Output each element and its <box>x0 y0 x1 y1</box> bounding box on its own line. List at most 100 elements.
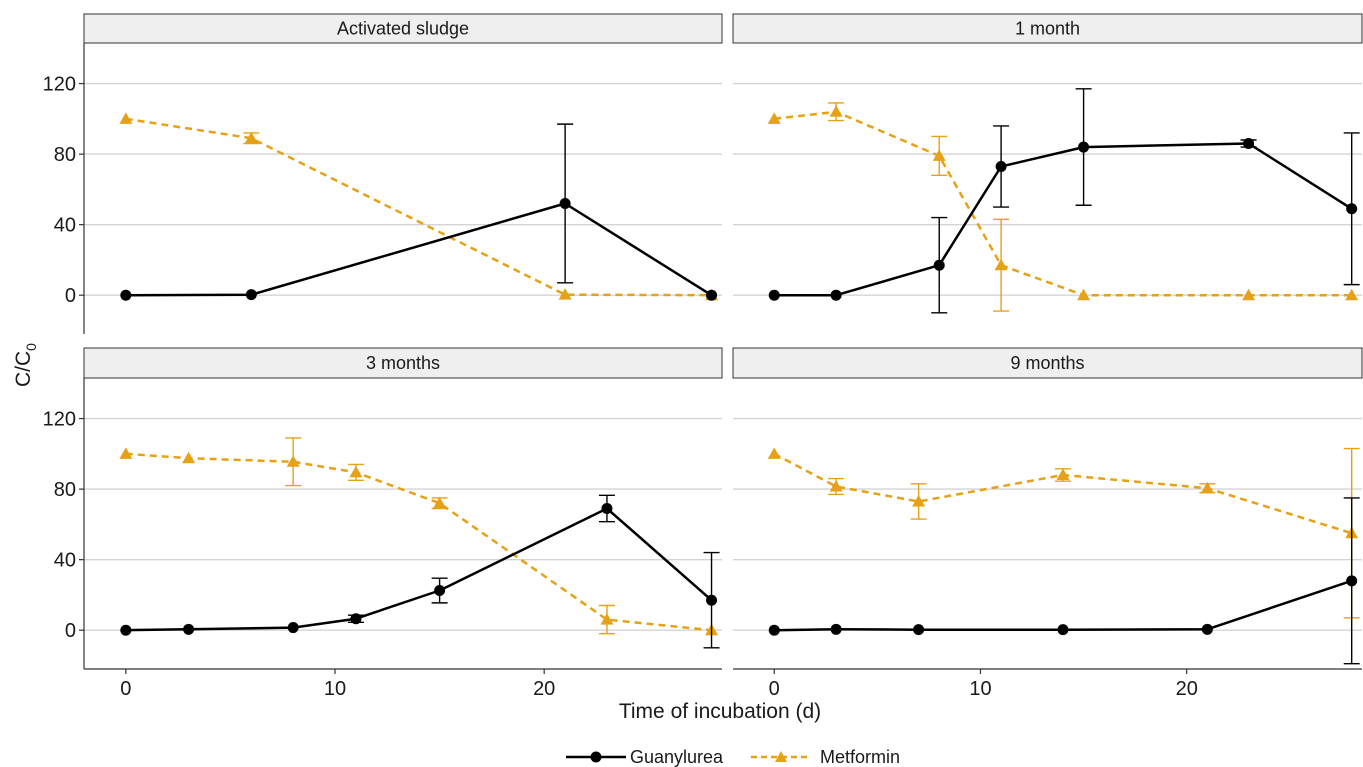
legend-item-guanylurea: Guanylurea <box>566 747 724 767</box>
panel-activated-sludge-guanylurea-point-1 <box>245 289 257 301</box>
legend-guanylurea-circle-icon <box>590 751 602 763</box>
y-axis-title-main: C/C <box>12 351 35 387</box>
panel-1-month-strip-title: 1 month <box>1015 19 1080 39</box>
x-axis-title: Time of incubation (d) <box>619 700 821 723</box>
panel-9-months-guanylurea-point-0 <box>768 624 780 636</box>
panel-1-month-guanylurea-point-5 <box>1243 138 1255 150</box>
panel-1-month-metformin-series <box>767 102 1359 312</box>
panel-1-month-metformin-point-0 <box>767 112 781 124</box>
panel-activated-sludge-strip <box>83 13 723 44</box>
y-axis-title-subscript: 0 <box>23 343 39 351</box>
panel-activated-sludge-metformin-point-1 <box>244 131 258 144</box>
panel-9-months-metformin-point-1 <box>829 479 843 492</box>
panel-9-months-guanylurea-line <box>774 579 1353 632</box>
panel-3-months-y-tick-label-40: 40 <box>54 550 76 572</box>
y-axis-title: C/C0 <box>12 343 39 387</box>
panel-3-months-metformin-point-2 <box>286 455 300 467</box>
panel-3-months-guanylurea-point-4 <box>434 585 446 597</box>
panel-activated-sludge-metformin-line <box>125 117 712 297</box>
panel-3-months-strip-title: 3 months <box>366 353 440 373</box>
panel-9-months-metformin-point-3 <box>1056 468 1070 480</box>
panel-activated-sludge-y-tick-label-40: 40 <box>54 215 76 237</box>
panel-1-month-metformin-point-4 <box>1077 288 1091 301</box>
panel-1-month-guanylurea-point-1 <box>830 289 842 301</box>
panel-9-months-x-tick-label-20: 20 <box>1176 678 1198 700</box>
panel-1-month-metformin-point-1 <box>829 105 843 117</box>
panel-9-months-x-tick-label-10: 10 <box>969 678 991 700</box>
panel-9-months-guanylurea-point-4 <box>1201 623 1213 635</box>
panel-9-months: 9 months 0 10 20 <box>732 347 1363 700</box>
panel-activated-sludge-y-tick-label-80: 80 <box>54 144 76 166</box>
panel-activated-sludge-guanylurea-point-0 <box>120 289 132 301</box>
panel-1-month-guanylurea-point-4 <box>1078 141 1090 153</box>
legend: Guanylurea Metformin <box>566 747 900 767</box>
legend-item-metformin: Metformin <box>751 747 900 767</box>
panel-3-months-y-tick-label-0: 0 <box>65 620 76 642</box>
panel-activated-sludge-metformin-point-0 <box>119 112 133 124</box>
panel-activated-sludge-y-tick-label-120: 120 <box>43 74 76 96</box>
panel-1-month-guanylurea-point-3 <box>995 160 1007 172</box>
panel-3-months-guanylurea-series <box>120 494 720 649</box>
panel-1-month: 1 month <box>732 13 1363 314</box>
panel-3-months-metformin-series <box>119 437 719 636</box>
panel-1-month-guanylurea-series <box>768 88 1360 314</box>
panel-3-months-guanylurea-point-0 <box>120 624 132 636</box>
panel-1-month-guanylurea-point-0 <box>768 289 780 301</box>
panels-layer: Activated sludge 0 40 80 120 1 month 3 months 0… <box>43 13 1363 700</box>
panel-3-months-metformin-point-1 <box>182 451 196 464</box>
panel-activated-sludge-guanylurea-point-3 <box>706 289 718 301</box>
panel-9-months-metformin-line <box>773 452 1353 535</box>
panel-3-months-guanylurea-point-5 <box>601 503 613 515</box>
panel-3-months-metformin-point-5 <box>600 613 614 625</box>
panel-9-months-metformin-point-0 <box>767 447 781 459</box>
panel-1-month-metformin-line <box>774 110 1352 297</box>
panel-3-months-guanylurea-line <box>125 507 713 632</box>
panel-9-months-metformin-point-4 <box>1200 481 1214 494</box>
panel-activated-sludge-metformin-point-2 <box>558 288 572 300</box>
panel-activated-sludge-guanylurea-series <box>120 123 718 301</box>
panel-activated-sludge-guanylurea-line <box>125 202 713 297</box>
panel-3-months-x-tick-label-20: 20 <box>533 678 555 700</box>
panel-9-months-metformin-series <box>767 447 1360 619</box>
panel-activated-sludge: Activated sludge 0 40 80 120 <box>43 13 723 334</box>
panel-9-months-strip <box>732 347 1363 379</box>
panel-3-months-metformin-point-0 <box>119 447 133 459</box>
legend-metformin-triangle-icon <box>775 751 787 762</box>
panel-1-month-metformin-point-3 <box>994 258 1008 271</box>
panel-3-months-metformin-point-3 <box>349 465 363 478</box>
panel-activated-sludge-strip-title: Activated sludge <box>337 19 469 39</box>
panel-9-months-metformin-point-2 <box>912 494 926 507</box>
legend-guanylurea-label: Guanylurea <box>630 747 724 767</box>
panel-3-months-guanylurea-point-6 <box>706 594 718 606</box>
panel-3-months-metformin-line <box>125 452 712 632</box>
panel-1-month-metformin-point-5 <box>1242 288 1256 301</box>
panel-3-months-guanylurea-point-2 <box>287 622 299 634</box>
panel-3-months-x-tick-label-10: 10 <box>324 678 346 700</box>
panel-9-months-guanylurea-series <box>768 497 1360 665</box>
legend-metformin-label: Metformin <box>820 747 900 767</box>
panel-activated-sludge-guanylurea-point-2 <box>559 197 571 209</box>
panel-9-months-guanylurea-point-5 <box>1346 575 1358 587</box>
panel-9-months-strip-title: 9 months <box>1010 353 1084 373</box>
panel-9-months-guanylurea-point-1 <box>830 623 842 635</box>
panel-3-months-y-tick-label-120: 120 <box>43 409 76 431</box>
panel-activated-sludge-metformin-series <box>119 112 719 301</box>
panel-3-months-guanylurea-point-1 <box>183 623 195 635</box>
panel-9-months-guanylurea-point-3 <box>1057 624 1069 636</box>
panel-3-months-y-tick-label-80: 80 <box>54 479 76 501</box>
panel-1-month-metformin-point-2 <box>932 149 946 161</box>
panel-3-months-guanylurea-point-3 <box>350 613 362 625</box>
panel-9-months-guanylurea-point-2 <box>913 624 925 636</box>
panel-1-month-strip <box>732 13 1363 44</box>
panel-9-months-x-tick-label-0: 0 <box>769 678 780 700</box>
panel-3-months-strip <box>83 347 723 379</box>
panel-1-month-metformin-point-6 <box>1345 288 1359 301</box>
panel-1-month-guanylurea-point-2 <box>933 259 945 271</box>
panel-3-months-metformin-point-4 <box>433 496 447 509</box>
panel-activated-sludge-y-tick-label-0: 0 <box>65 285 76 307</box>
panel-1-month-guanylurea-line <box>774 142 1353 297</box>
panel-1-month-guanylurea-point-6 <box>1346 203 1358 215</box>
panel-3-months-x-tick-label-0: 0 <box>120 678 131 700</box>
panel-3-months: 3 months 0 40 80 120 0 10 20 <box>43 347 723 700</box>
